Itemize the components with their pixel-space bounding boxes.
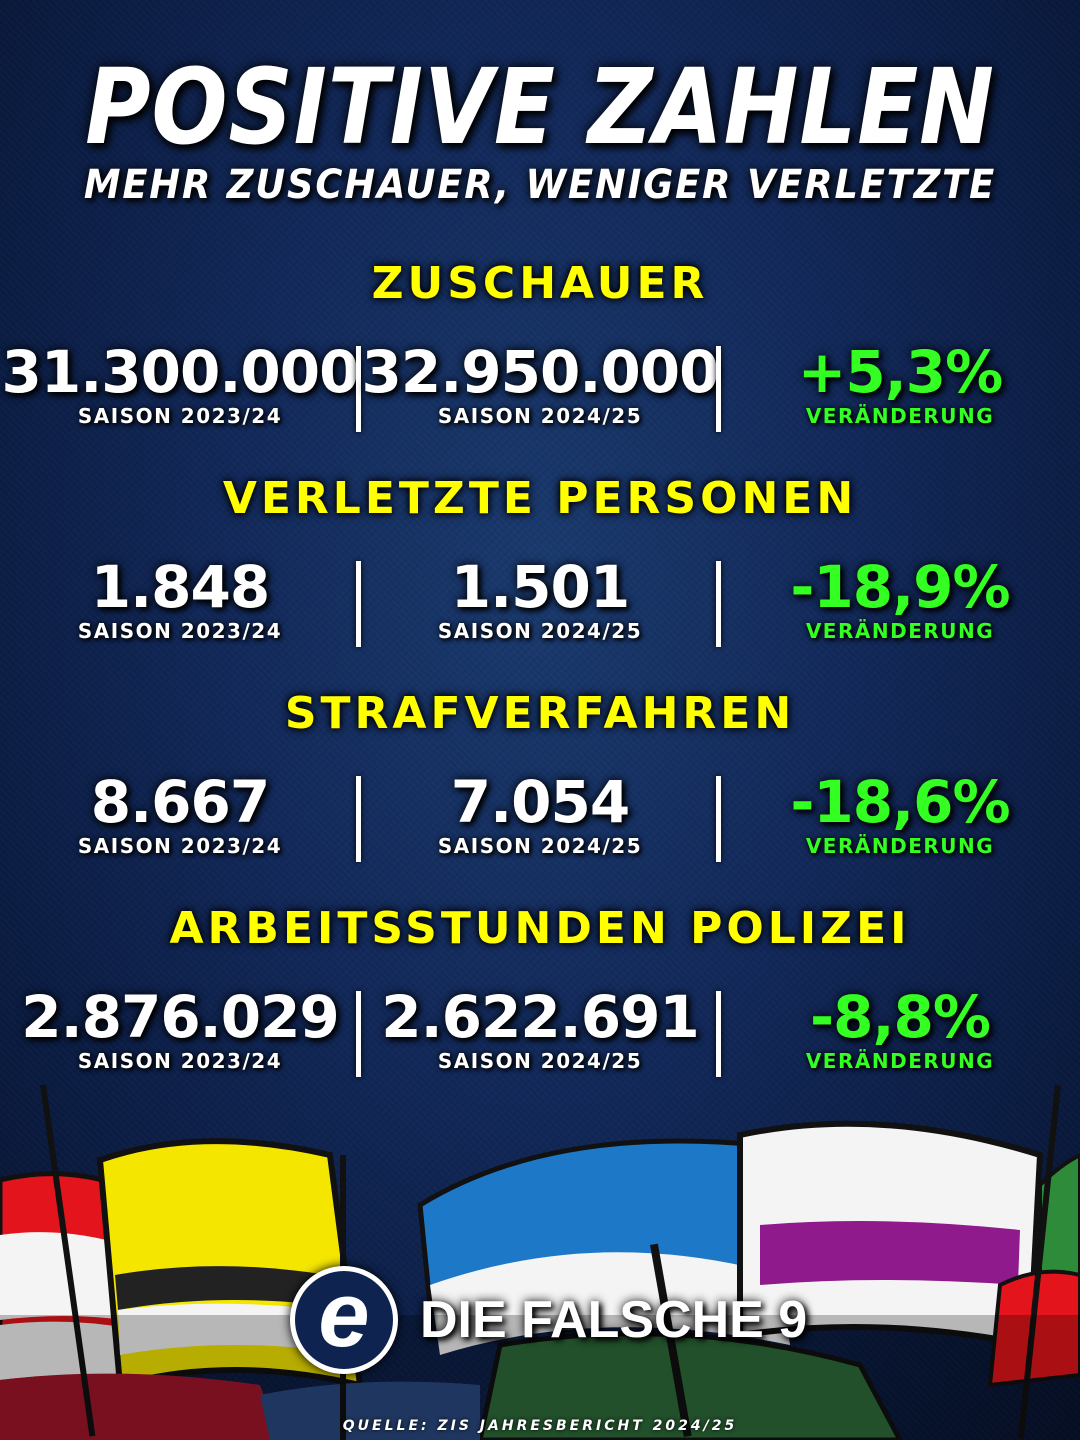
change-label: VERÄNDERUNG [805,834,995,858]
stat-before: 1.848 SAISON 2023/24 [0,555,360,643]
stat-label: SAISON 2024/25 [437,834,643,858]
divider [356,561,361,647]
change-value: -8,8% [810,983,991,1051]
section-title-strafverfahren: STRAFVERFAHREN [284,688,796,739]
source-footnote: QUELLE: ZIS JAHRESBERICHT 2024/25 [342,1418,738,1434]
section-title-arbeitsstunden-polizei: ARBEITSSTUNDEN POLIZEI [169,903,911,954]
page-title: POSITIVE ZAHLEN [85,46,995,168]
divider [356,346,361,432]
stat-change: -8,8% VERÄNDERUNG [720,985,1080,1073]
stat-after: 1.501 SAISON 2024/25 [360,555,720,643]
brand-logo-lockup: e DIE FALSCHE 9 [290,1262,807,1378]
stat-label: SAISON 2023/24 [77,1049,283,1073]
stat-before: 8.667 SAISON 2023/24 [0,770,360,858]
stat-value: 32.950.000 [361,338,720,406]
stat-after: 7.054 SAISON 2024/25 [360,770,720,858]
divider [716,991,721,1077]
stat-row-zuschauer: 31.300.000 SAISON 2023/24 32.950.000 SAI… [0,340,1080,436]
change-label: VERÄNDERUNG [805,1049,995,1073]
logo-glyph: e [318,1264,370,1366]
stat-after: 2.622.691 SAISON 2024/25 [360,985,720,1073]
stat-label: SAISON 2023/24 [77,619,283,643]
stat-row-verletzte-personen: 1.848 SAISON 2023/24 1.501 SAISON 2024/2… [0,555,1080,651]
stat-change: +5,3% VERÄNDERUNG [720,340,1080,428]
change-label: VERÄNDERUNG [805,619,995,643]
divider [716,776,721,862]
divider [356,776,361,862]
stat-after: 32.950.000 SAISON 2024/25 [360,340,720,428]
divider [716,346,721,432]
stat-change: -18,9% VERÄNDERUNG [720,555,1080,643]
change-value: +5,3% [797,338,1003,406]
brand-name: DIE FALSCHE 9 [420,1291,808,1349]
section-title-verletzte-personen: VERLETZTE PERSONEN [222,473,858,524]
stat-value: 7.054 [450,768,630,836]
stat-change: -18,6% VERÄNDERUNG [720,770,1080,858]
stat-before: 31.300.000 SAISON 2023/24 [0,340,360,428]
stat-value: 1.501 [450,553,630,621]
fan-flags-graphic [0,1085,1080,1440]
stat-label: SAISON 2023/24 [77,404,283,428]
divider [716,561,721,647]
stat-before: 2.876.029 SAISON 2023/24 [0,985,360,1073]
change-value: -18,6% [790,768,1010,836]
stat-value: 8.667 [90,768,270,836]
stat-label: SAISON 2024/25 [437,1049,643,1073]
stat-value: 1.848 [90,553,270,621]
stat-value: 2.622.691 [381,983,700,1051]
change-value: -18,9% [790,553,1010,621]
stat-row-strafverfahren: 8.667 SAISON 2023/24 7.054 SAISON 2024/2… [0,770,1080,866]
stat-row-arbeitsstunden-polizei: 2.876.029 SAISON 2023/24 2.622.691 SAISO… [0,985,1080,1081]
stat-label: SAISON 2024/25 [437,404,643,428]
stat-label: SAISON 2024/25 [437,619,643,643]
stat-value: 2.876.029 [21,983,340,1051]
page-subtitle: MEHR ZUSCHAUER, WENIGER VERLETZTE [83,162,997,208]
flags-illustration [0,1085,1080,1440]
section-title-zuschauer: ZUSCHAUER [371,258,709,309]
divider [356,991,361,1077]
die-falsche-9-logo-icon: e [290,1266,398,1374]
stat-value: 31.300.000 [1,338,360,406]
change-label: VERÄNDERUNG [805,404,995,428]
stat-label: SAISON 2023/24 [77,834,283,858]
